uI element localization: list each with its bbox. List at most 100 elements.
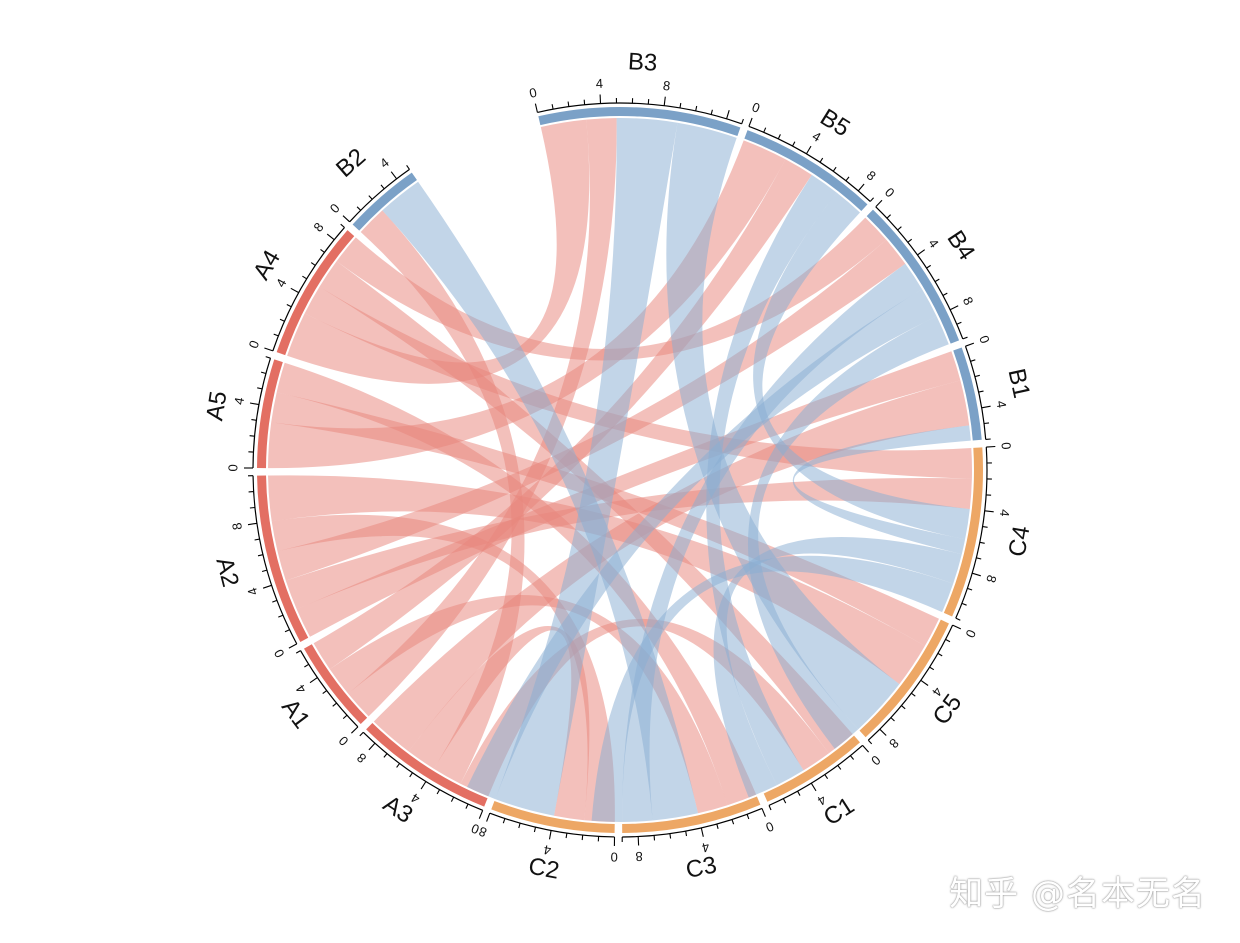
tick-mark xyxy=(679,102,682,108)
tick-label: 0 xyxy=(225,464,240,471)
tick-mark xyxy=(383,753,388,758)
tick-mark xyxy=(279,318,285,322)
tick-mark xyxy=(669,833,672,839)
tick-mark xyxy=(262,584,272,589)
tick-mark xyxy=(955,617,961,621)
sector-band-B1 xyxy=(953,347,982,441)
tick-mark xyxy=(726,110,730,119)
tick-mark xyxy=(897,226,902,231)
tick-mark xyxy=(748,117,753,127)
sector-label-A1: A1 xyxy=(276,694,315,734)
sector-A2: 0 4 8 A2 xyxy=(210,475,309,660)
tick-mark xyxy=(249,506,255,509)
axis-C4 xyxy=(955,447,988,619)
tick-mark xyxy=(979,541,985,544)
tick-label: 8 xyxy=(354,750,369,766)
tick-label: 4 xyxy=(925,236,941,251)
sector-band-C2 xyxy=(491,800,615,833)
tick-label: 0 xyxy=(976,333,993,345)
tick-label: 0 xyxy=(868,752,883,768)
tick-mark xyxy=(247,522,257,526)
tick-label: 0 xyxy=(882,185,898,201)
axis-A5 xyxy=(252,357,272,469)
tick-mark xyxy=(286,304,292,308)
tick-label: 4 xyxy=(293,682,309,696)
sector-A5: 0 4A5 xyxy=(201,356,283,472)
tick-label: 0 xyxy=(336,733,352,749)
tick-mark xyxy=(486,812,491,822)
sector-C3: 0 4 8 C3 xyxy=(621,796,776,884)
tick-mark xyxy=(288,643,298,649)
tick-label: 8 xyxy=(983,573,999,584)
tick-mark xyxy=(450,796,455,802)
tick-mark xyxy=(907,238,913,243)
tick-label: 4 xyxy=(810,128,824,145)
tick-mark xyxy=(567,101,570,107)
tick-mark xyxy=(934,278,940,283)
tick-mark xyxy=(548,830,552,840)
tick-mark xyxy=(249,402,259,406)
sector-label-C2: C2 xyxy=(526,853,561,885)
link-B4-C3 xyxy=(622,263,923,822)
axis-C3 xyxy=(622,807,763,838)
link-A1-B3 xyxy=(348,118,617,717)
axis-C1 xyxy=(768,744,864,806)
link-A3-B1 xyxy=(373,380,970,752)
sector-label-B2: B2 xyxy=(331,143,371,183)
tick-label: 8 xyxy=(310,220,326,235)
tick-mark xyxy=(340,223,345,228)
tick-mark xyxy=(879,728,887,736)
tick-mark xyxy=(533,827,537,833)
tick-mark xyxy=(565,833,568,839)
sector-band-C3 xyxy=(622,796,761,833)
axis-C5 xyxy=(867,624,954,741)
sector-label-C4: C4 xyxy=(1004,524,1036,559)
tick-mark xyxy=(857,183,865,192)
axis-B3 xyxy=(537,102,742,125)
tick-mark xyxy=(981,405,991,409)
tick-label: 4 xyxy=(244,586,261,598)
sector-label-C3: C3 xyxy=(684,851,719,884)
tick-mark xyxy=(824,774,829,780)
axis-C2 xyxy=(489,812,615,838)
link-B3-C2 xyxy=(495,117,678,816)
tick-mark xyxy=(478,810,484,819)
tick-mark xyxy=(920,679,929,686)
tick-mark xyxy=(937,652,943,657)
tick-mark xyxy=(716,823,719,829)
axis-A3 xyxy=(362,731,483,811)
links-layer xyxy=(268,117,973,823)
tick-mark xyxy=(685,831,688,837)
tick-mark xyxy=(320,248,325,253)
tick-label: 0 xyxy=(327,201,343,216)
tick-mark xyxy=(982,526,988,528)
tick-mark xyxy=(436,789,441,795)
tick-mark xyxy=(952,624,962,630)
tick-mark xyxy=(832,166,837,172)
tick-mark xyxy=(396,763,401,768)
link-A5-C5 xyxy=(271,392,939,646)
tick-label: 8 xyxy=(229,522,245,531)
tick-mark xyxy=(746,814,750,820)
tick-mark xyxy=(782,798,787,804)
tick-mark xyxy=(257,554,264,557)
tick-mark xyxy=(845,176,850,182)
tick-mark xyxy=(342,215,350,223)
tick-mark xyxy=(290,287,299,294)
tick-mark xyxy=(929,666,935,671)
watermark: 知乎 @名本无名 xyxy=(949,874,1206,914)
tick-mark xyxy=(917,249,926,256)
tick-mark xyxy=(663,96,666,106)
sector-B3: 0 4 8B3 xyxy=(528,48,744,137)
link-A2-C4 xyxy=(285,477,972,610)
link-C4-C1 xyxy=(713,536,962,798)
tick-label: 4 xyxy=(231,396,247,406)
tick-mark xyxy=(849,755,855,760)
sector-C4: 0 4 8 C4 xyxy=(943,442,1036,621)
tick-mark xyxy=(465,803,469,809)
sector-B5: 0 4 8 B5 xyxy=(744,99,879,212)
link-A1-B5 xyxy=(313,159,812,670)
tick-mark xyxy=(309,677,318,684)
sector-band-C1 xyxy=(763,735,860,802)
